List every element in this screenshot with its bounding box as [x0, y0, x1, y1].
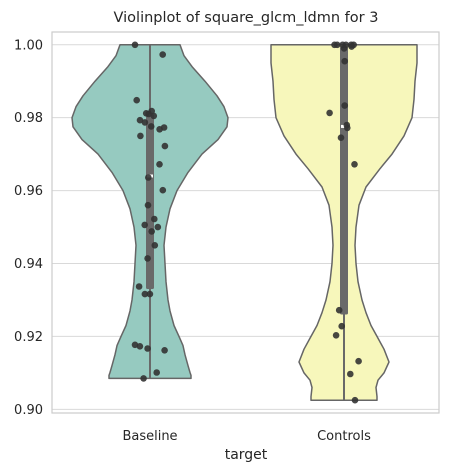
data-point	[347, 370, 354, 378]
data-point	[146, 290, 154, 298]
data-point	[151, 215, 158, 223]
y-tick-label: 1.00	[14, 38, 43, 53]
data-point	[137, 132, 144, 140]
data-point	[340, 45, 348, 52]
x-tick-label: Baseline	[122, 429, 177, 444]
data-point	[148, 228, 155, 235]
x-axis-ticks: Baseline Controls	[122, 429, 371, 444]
data-point	[135, 283, 143, 290]
x-axis-label: target	[225, 447, 268, 463]
data-point	[344, 124, 351, 132]
plot-frame	[51, 31, 440, 414]
data-point	[136, 343, 144, 350]
data-point	[133, 96, 140, 104]
data-point	[335, 306, 343, 314]
data-point	[341, 57, 349, 65]
data-point	[337, 134, 345, 141]
chart-title: Violinplot of square_glcm_ldmn for 3	[114, 10, 379, 26]
data-point	[144, 345, 151, 352]
data-point	[151, 242, 159, 249]
data-point	[141, 221, 148, 229]
data-point	[161, 347, 168, 354]
data-points	[131, 41, 362, 404]
data-point	[153, 369, 160, 376]
iqr-box-controls	[340, 46, 348, 315]
y-tick-label: 0.92	[14, 330, 43, 345]
data-point	[351, 161, 358, 168]
data-point	[144, 201, 152, 209]
data-point	[145, 174, 152, 181]
data-point	[341, 102, 349, 109]
data-point	[150, 112, 158, 120]
data-point	[154, 223, 162, 231]
data-point	[355, 357, 362, 365]
iqr-box-baseline	[146, 114, 154, 290]
data-point	[141, 290, 149, 298]
y-tick-label: 0.98	[14, 111, 43, 126]
x-tick-label: Controls	[317, 429, 371, 444]
data-point	[333, 41, 341, 49]
data-point	[161, 142, 169, 150]
data-point	[332, 332, 340, 339]
data-point	[159, 186, 167, 194]
data-point	[131, 41, 139, 49]
data-point	[338, 322, 346, 330]
data-point	[351, 396, 359, 404]
data-point	[147, 123, 155, 130]
data-point	[141, 119, 149, 126]
data-point	[145, 110, 152, 118]
data-point	[156, 161, 163, 168]
y-tick-label: 0.94	[14, 257, 43, 272]
data-point	[159, 51, 166, 58]
y-axis-ticks: 0.90 0.92 0.94 0.96 0.98 1.00	[14, 38, 43, 418]
violins	[71, 44, 418, 401]
data-point	[156, 126, 163, 133]
y-tick-label: 0.90	[14, 403, 43, 418]
data-point	[326, 109, 333, 117]
data-point	[348, 43, 355, 50]
data-point	[140, 375, 147, 382]
data-point	[144, 255, 151, 262]
y-tick-label: 0.96	[14, 184, 43, 199]
